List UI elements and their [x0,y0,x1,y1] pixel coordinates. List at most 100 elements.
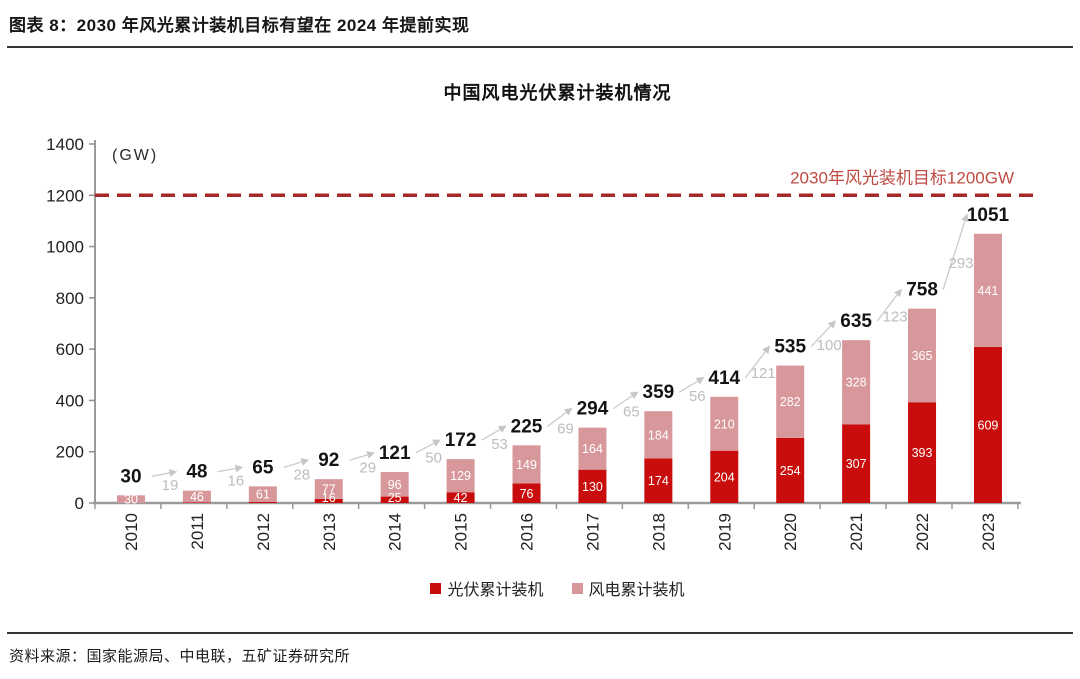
total-value-label: 172 [445,430,477,451]
bar-segment-solar-2018 [644,458,673,503]
total-value-label: 294 [577,399,609,420]
increment-value-label: 53 [491,436,508,453]
solar-value-label: 25 [388,491,402,505]
wind-value-label: 46 [190,490,204,504]
increment-value-label: 28 [293,467,310,484]
wind-value-label: 328 [846,376,867,390]
wind-value-label: 61 [256,488,270,502]
solar-swatch-icon [430,582,442,594]
increment-value-label: 65 [623,403,640,420]
increment-value-label: 121 [751,365,776,382]
increment-arrow [679,377,705,393]
x-axis-category-label: 2019 [715,513,734,551]
wind-swatch-icon [571,582,583,594]
total-value-label: 359 [643,382,675,403]
increment-arrow [283,458,310,468]
chart-title: 中国风电光伏累计装机情况 [443,83,672,103]
bar-segment-solar-2023 [973,346,1002,503]
x-axis-category-label: 2022 [913,513,932,551]
x-axis-category-label: 2016 [518,513,537,551]
wind-value-label: 129 [450,469,471,483]
source-note: 资料来源：国家能源局、中电联，五矿证券研究所 [9,648,351,665]
wind-value-label: 96 [388,478,402,492]
x-axis-category-label: 2011 [188,513,207,550]
wind-value-label: 365 [912,349,933,363]
increment-value-label: 100 [817,337,842,354]
bar-segment-solar-2015 [446,492,475,503]
wind-value-label: 210 [714,417,735,431]
increment-value-label: 29 [359,460,376,477]
solar-value-label: 174 [648,474,669,488]
bar-segment-wind-2012 [248,486,277,502]
x-axis-category-label: 2012 [254,513,273,551]
wind-value-label: 184 [648,428,669,442]
total-value-label: 225 [511,416,543,437]
total-value-label: 535 [774,337,806,358]
bottom-divider [7,632,1073,634]
total-value-label: 48 [186,462,207,483]
increment-arrow [744,345,770,379]
x-axis-category-label: 2021 [847,513,866,551]
bar-segment-wind-2020 [776,365,805,438]
wind-value-label: 149 [516,458,537,472]
solar-value-label: 254 [780,464,801,478]
wind-value-label: 77 [322,483,336,497]
increment-value-label: 16 [228,473,245,490]
solar-value-label: 76 [520,487,534,501]
total-value-label: 758 [906,280,938,301]
x-axis-category-label: 2013 [320,513,339,551]
wind-value-label: 164 [582,442,603,456]
bar-segment-wind-2016 [512,445,541,484]
bar-segment-solar-2014 [380,496,409,503]
y-axis-tick-label: 200 [56,443,84,462]
increment-value-label: 293 [948,255,973,272]
bar-segment-wind-2022 [908,308,937,403]
increment-arrow [810,320,837,348]
y-axis-tick-label: 1000 [46,238,84,257]
chart-legend: 光伏累计装机 风电累计装机 [95,576,1020,600]
bar-segment-wind-2021 [842,340,871,425]
y-axis-tick-label: 800 [56,289,84,308]
solar-value-label: 204 [714,470,735,484]
x-axis-category-label: 2023 [979,513,998,551]
x-axis-category-label: 2015 [452,513,471,551]
increment-arrow [613,391,639,410]
increment-arrow [217,464,244,473]
top-divider [7,46,1073,48]
bar-segment-solar-2013 [314,498,343,503]
bar-segment-solar-2019 [710,450,739,503]
increment-arrow [942,213,969,290]
x-axis-category-label: 2010 [122,513,141,551]
increment-value-label: 50 [425,450,442,467]
bar-segment-wind-2014 [380,471,409,497]
total-value-label: 121 [379,443,411,464]
wind-value-label: 30 [124,493,138,507]
bar-segment-wind-2017 [578,427,607,470]
increment-value-label: 69 [557,420,574,437]
x-axis-category-label: 2018 [649,513,668,551]
bar-segment-wind-2011 [182,490,211,503]
bar-segment-solar-2011 [182,502,211,503]
x-axis-category-label: 2020 [781,513,800,551]
bar-segment-solar-2012 [248,501,277,503]
increment-value-label: 56 [689,388,706,405]
solar-value-label: 42 [454,491,468,505]
bar-segment-wind-2018 [644,411,673,459]
increment-value-label: 123 [883,308,908,325]
total-value-label: 92 [318,450,339,471]
increment-arrow [349,451,375,461]
increment-arrow [876,288,902,322]
bar-segment-wind-2015 [446,459,475,493]
y-axis-tick-label: 1200 [46,186,84,205]
total-value-label: 65 [252,457,274,478]
increment-arrow [151,469,178,477]
bar-segment-solar-2017 [578,469,607,503]
legend-item-solar: 光伏累计装机 [430,576,544,600]
total-value-label: 1051 [967,205,1010,226]
total-value-label: 635 [840,311,872,332]
y-axis-tick-label: 400 [56,391,84,410]
bar-segment-solar-2021 [842,424,871,503]
bar-segment-solar-2016 [512,483,541,503]
total-value-label: 30 [120,466,141,487]
